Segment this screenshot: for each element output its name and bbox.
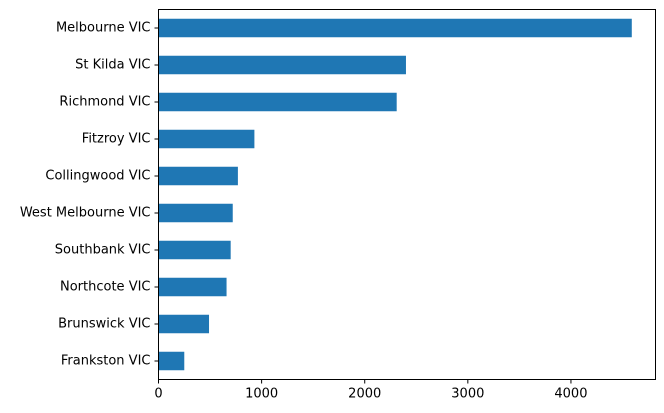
bar-2 [158,92,397,112]
bars-group [158,18,632,371]
bar-7 [158,277,227,297]
x-axis-ticks: 0 1000 2000 3000 4000 [154,379,587,402]
bar-8 [158,314,210,334]
y-tick-label: Fitzroy VIC [82,132,151,147]
y-tick-label: Brunswick VIC [58,317,150,332]
y-tick-label: West Melbourne VIC [20,206,151,221]
y-tick-label: Melbourne VIC [56,21,151,36]
y-tick-label: St Kilda VIC [75,58,150,73]
y-tick-label: Richmond VIC [59,95,150,110]
bar-3 [158,129,255,149]
y-tick-label: Southbank VIC [55,243,151,258]
x-tick-label: 3000 [451,387,484,402]
bar-0 [158,18,632,38]
y-axis-ticks: Melbourne VIC St Kilda VIC Richmond VIC Fit… [20,21,159,369]
y-tick-label: Frankston VIC [61,354,151,369]
y-tick-label: Northcote VIC [60,280,151,295]
bar-5 [158,203,233,223]
x-tick-label: 0 [154,387,162,402]
y-tick-label: Collingwood VIC [45,169,150,184]
plot-area-frame [158,9,656,380]
bar-6 [158,240,231,260]
bar-9 [158,351,185,371]
bar-4 [158,166,238,186]
x-tick-label: 2000 [348,387,381,402]
bar-1 [158,55,406,75]
x-tick-label: 1000 [245,387,278,402]
x-tick-label: 4000 [554,387,587,402]
